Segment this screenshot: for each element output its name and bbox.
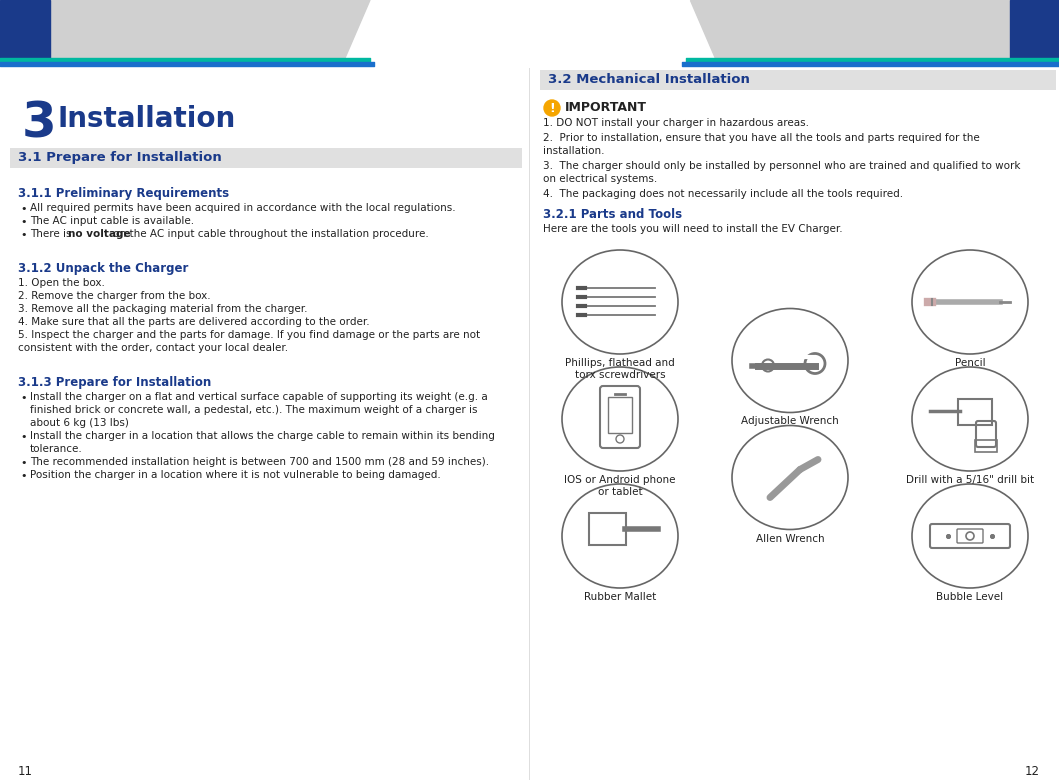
Text: Rubber Mallet: Rubber Mallet [584, 592, 657, 602]
Text: consistent with the order, contact your local dealer.: consistent with the order, contact your … [18, 343, 288, 353]
Text: 12: 12 [1025, 765, 1040, 778]
Text: •: • [20, 458, 26, 468]
Text: Allen Wrench: Allen Wrench [756, 534, 824, 544]
Text: IOS or Android phone
or tablet: IOS or Android phone or tablet [564, 475, 676, 497]
Text: 3.1.2 Unpack the Charger: 3.1.2 Unpack the Charger [18, 262, 189, 275]
Text: installation.: installation. [543, 146, 605, 156]
Text: on electrical systems.: on electrical systems. [543, 174, 658, 184]
Text: Install the charger on a flat and vertical surface capable of supporting its wei: Install the charger on a flat and vertic… [30, 392, 488, 402]
Text: finished brick or concrete wall, a pedestal, etc.). The maximum weight of a char: finished brick or concrete wall, a pedes… [30, 405, 478, 415]
Text: 3.1.1 Preliminary Requirements: 3.1.1 Preliminary Requirements [18, 187, 229, 200]
Text: Drill with a 5/16" drill bit: Drill with a 5/16" drill bit [905, 475, 1034, 485]
Polygon shape [1010, 0, 1059, 58]
Text: Installation: Installation [57, 105, 235, 133]
Text: Install the charger in a location that allows the charge cable to remain within : Install the charger in a location that a… [30, 431, 495, 441]
Text: Position the charger in a location where it is not vulnerable to being damaged.: Position the charger in a location where… [30, 470, 441, 480]
Text: 3: 3 [22, 100, 57, 148]
Text: •: • [20, 432, 26, 442]
Text: !: ! [550, 101, 555, 115]
Text: on the AC input cable throughout the installation procedure.: on the AC input cable throughout the ins… [110, 229, 429, 239]
Text: 3.1.3 Prepare for Installation: 3.1.3 Prepare for Installation [18, 376, 211, 389]
Text: •: • [20, 393, 26, 403]
Ellipse shape [732, 426, 848, 530]
Text: about 6 kg (13 lbs): about 6 kg (13 lbs) [30, 418, 129, 428]
Text: 3.2.1 Parts and Tools: 3.2.1 Parts and Tools [543, 208, 682, 221]
Circle shape [544, 100, 560, 116]
Polygon shape [690, 0, 1059, 58]
Text: 3.1 Prepare for Installation: 3.1 Prepare for Installation [18, 151, 221, 164]
Text: There is: There is [30, 229, 75, 239]
Text: 4.  The packaging does not necessarily include all the tools required.: 4. The packaging does not necessarily in… [543, 189, 903, 199]
FancyBboxPatch shape [10, 148, 522, 168]
Text: 11: 11 [18, 765, 33, 778]
Text: Adjustable Wrench: Adjustable Wrench [741, 417, 839, 427]
Text: Bubble Level: Bubble Level [936, 592, 1004, 602]
Text: •: • [20, 471, 26, 481]
Text: •: • [20, 217, 26, 227]
Text: 4. Make sure that all the parts are delivered according to the order.: 4. Make sure that all the parts are deli… [18, 317, 370, 327]
Text: tolerance.: tolerance. [30, 444, 83, 454]
Text: 2. Remove the charger from the box.: 2. Remove the charger from the box. [18, 291, 211, 301]
Text: 1. DO NOT install your charger in hazardous areas.: 1. DO NOT install your charger in hazard… [543, 118, 809, 128]
Ellipse shape [562, 250, 678, 354]
Text: IMPORTANT: IMPORTANT [566, 101, 647, 114]
Ellipse shape [732, 309, 848, 413]
Text: 5. Inspect the charger and the parts for damage. If you find damage or the parts: 5. Inspect the charger and the parts for… [18, 330, 480, 340]
Polygon shape [13, 0, 370, 58]
Text: 1. Open the box.: 1. Open the box. [18, 278, 105, 288]
Text: 3.2 Mechanical Installation: 3.2 Mechanical Installation [548, 73, 750, 86]
Text: The recommended installation height is between 700 and 1500 mm (28 and 59 inches: The recommended installation height is b… [30, 457, 489, 467]
Text: no voltage: no voltage [68, 229, 130, 239]
Ellipse shape [912, 484, 1028, 588]
Text: The AC input cable is available.: The AC input cable is available. [30, 216, 194, 226]
Ellipse shape [912, 367, 1028, 471]
Text: •: • [20, 204, 26, 214]
Ellipse shape [562, 367, 678, 471]
Text: Here are the tools you will need to install the EV Charger.: Here are the tools you will need to inst… [543, 224, 843, 234]
Text: 3. Remove all the packaging material from the charger.: 3. Remove all the packaging material fro… [18, 304, 307, 314]
Ellipse shape [562, 484, 678, 588]
Ellipse shape [912, 250, 1028, 354]
Polygon shape [0, 0, 50, 58]
FancyBboxPatch shape [540, 70, 1056, 90]
Text: All required permits have been acquired in accordance with the local regulations: All required permits have been acquired … [30, 203, 455, 213]
Text: •: • [20, 230, 26, 240]
Text: 3.  The charger should only be installed by personnel who are trained and qualif: 3. The charger should only be installed … [543, 161, 1021, 171]
Text: Phillips, flathead and
torx screwdrivers: Phillips, flathead and torx screwdrivers [566, 358, 675, 380]
Text: 2.  Prior to installation, ensure that you have all the tools and parts required: 2. Prior to installation, ensure that yo… [543, 133, 980, 143]
Text: Pencil: Pencil [954, 358, 985, 368]
